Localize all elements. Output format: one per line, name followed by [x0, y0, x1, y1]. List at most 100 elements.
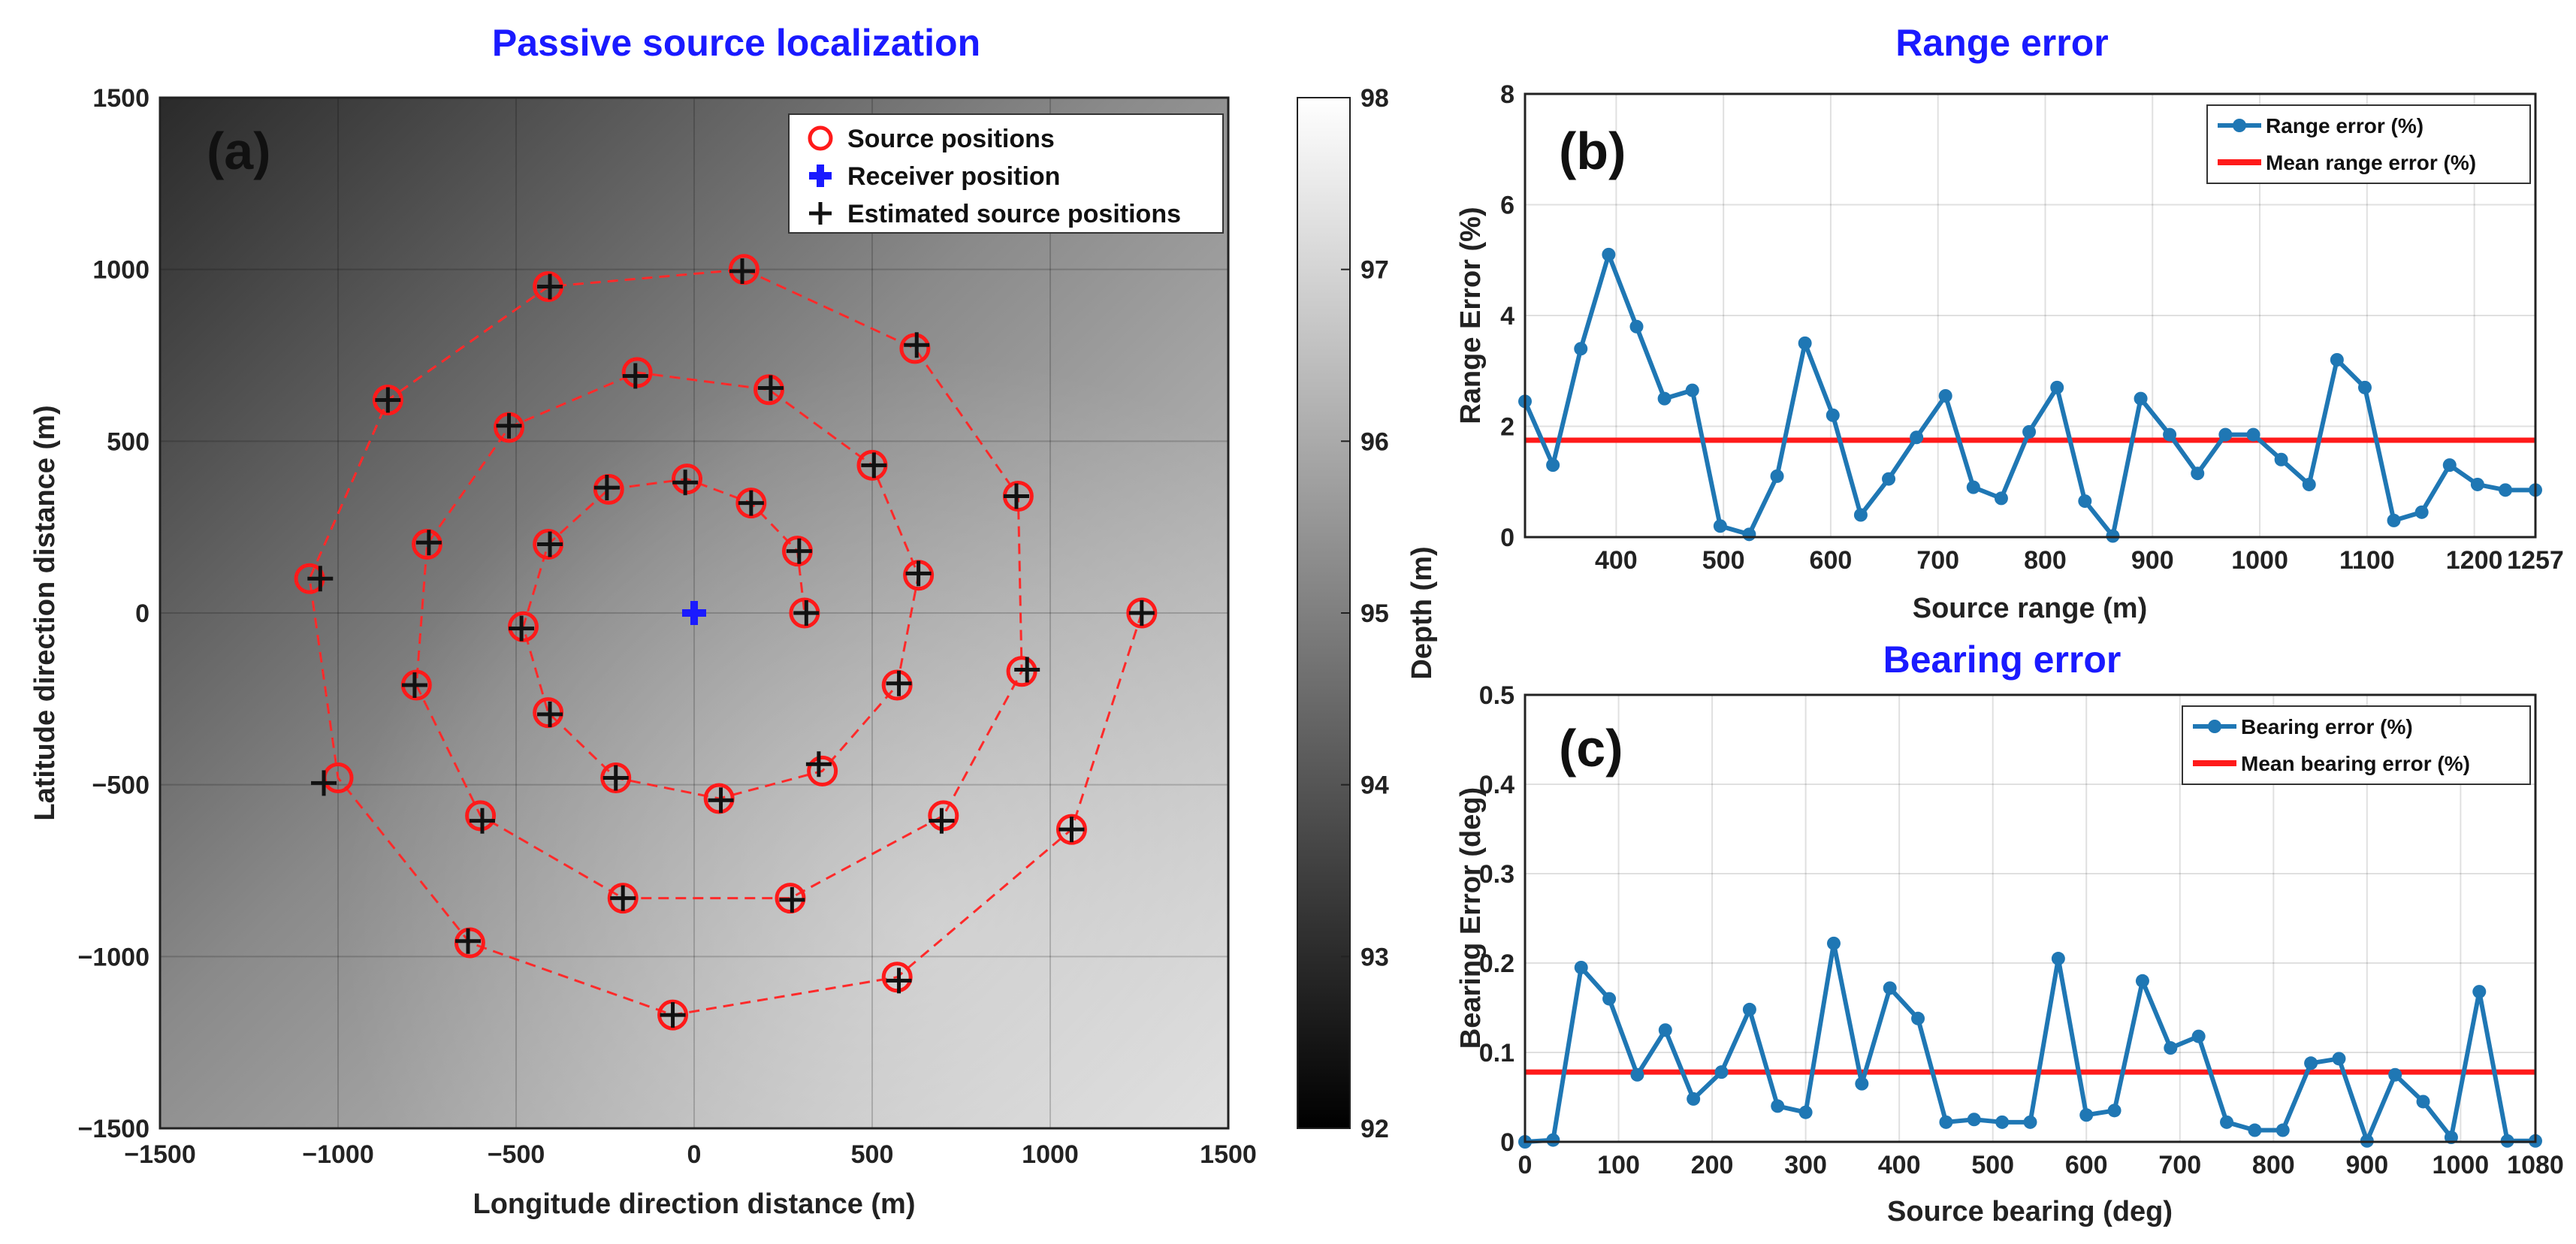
error-data-point — [2274, 452, 2288, 466]
error-data-point — [2079, 1108, 2094, 1122]
y-tick-label: 0 — [1500, 524, 1514, 552]
panel-c-title: Bearing error — [1883, 639, 2122, 681]
x-tick-label: 500 — [1702, 546, 1745, 575]
legend-source-label: Source positions — [847, 125, 1055, 153]
error-data-point — [2388, 1067, 2402, 1082]
panel-c-legend-box — [2182, 705, 2531, 785]
estimated-position-marker — [375, 387, 401, 413]
error-data-point — [2191, 1029, 2206, 1043]
x-tick-label: 500 — [851, 1140, 894, 1169]
error-data-point — [1966, 480, 1980, 494]
error-data-point — [1742, 1002, 1756, 1016]
estimated-position-marker — [793, 600, 820, 626]
error-data-point — [1602, 992, 1617, 1006]
estimated-position-marker — [1014, 657, 1040, 683]
x-tick-label: 400 — [1595, 546, 1638, 575]
error-data-point — [1826, 936, 1841, 950]
error-data-point — [2304, 1056, 2318, 1070]
y-tick-label: 0.1 — [1479, 1039, 1514, 1067]
panel-c-legend: Bearing error (%) Mean bearing error (%) — [2182, 705, 2531, 785]
x-tick-label: 1200 — [2446, 546, 2503, 575]
error-data-point — [1995, 1115, 2010, 1129]
x-tick-label: 800 — [2252, 1151, 2295, 1179]
legend-range-marker — [2233, 119, 2246, 132]
estimated-position-marker — [311, 770, 337, 796]
estimated-position-marker — [660, 1002, 686, 1028]
estimated-position-marker — [537, 273, 563, 300]
y-tick-label: 0.3 — [1479, 860, 1514, 889]
colorbar-tick-label: 96 — [1360, 427, 1389, 456]
error-data-point — [2387, 513, 2401, 527]
error-data-point — [1938, 388, 1952, 403]
error-data-point — [2442, 458, 2457, 473]
y-tick-label: 1000 — [92, 256, 149, 285]
panel-b-title: Range error — [1895, 22, 2108, 64]
x-tick-label: 0 — [687, 1140, 702, 1169]
error-data-point — [2248, 1123, 2262, 1137]
colorbar-tick-label: 94 — [1360, 771, 1389, 800]
error-data-point — [1855, 1076, 1869, 1091]
y-tick-label: 2 — [1500, 413, 1514, 442]
source-markers — [294, 254, 1158, 1031]
error-data-point — [1574, 960, 1588, 974]
panel-a-frame — [159, 96, 1230, 1130]
panel-b-label: (b) — [1559, 122, 1626, 180]
y-tick-label: 0 — [1500, 1128, 1514, 1157]
panel-b-frame — [1524, 92, 2537, 539]
y-tick-label: −500 — [92, 771, 149, 800]
panel-b-range-error: Range error 400 500 600 700 800 900 1000 1100 12… — [1455, 22, 2564, 624]
error-data-point — [2022, 424, 2037, 439]
error-data-point — [1798, 336, 1812, 350]
error-data-point — [2163, 427, 2177, 442]
estimated-position-marker — [886, 670, 912, 696]
x-tick-label: 500 — [1971, 1151, 2014, 1179]
y-tick-label: 4 — [1500, 302, 1514, 331]
panel-a-legend: Source positions Receiver position Estim… — [788, 113, 1224, 234]
x-tick-label: 1100 — [2339, 546, 2395, 575]
panel-b-legend-box — [2206, 104, 2531, 184]
error-data-point — [1657, 391, 1672, 406]
error-data-point — [1770, 469, 1784, 483]
receiver-position-marker — [682, 601, 706, 625]
error-data-point — [1602, 247, 1616, 261]
legend-range-label: Range error (%) — [2266, 114, 2423, 137]
y-tick-label: 500 — [107, 427, 149, 456]
y-tick-label: 6 — [1500, 192, 1514, 220]
estimated-position-marker — [905, 560, 932, 587]
x-tick-label: 0 — [1518, 1151, 1533, 1179]
error-data-point — [1826, 408, 1840, 422]
estimated-position-marker — [672, 470, 699, 496]
x-tick-label: 1000 — [2231, 546, 2288, 575]
estimated-position-marker — [729, 258, 755, 284]
estimated-position-marker — [509, 615, 535, 642]
error-data-point — [1882, 472, 1896, 486]
estimated-position-marker — [708, 787, 734, 814]
y-tick-label: 0 — [135, 599, 149, 628]
x-tick-label: 900 — [2345, 1151, 2388, 1179]
y-tick-label: 1500 — [92, 84, 149, 113]
colorbar-label: Depth (m) — [1406, 546, 1438, 679]
error-data-point — [2302, 477, 2316, 491]
x-tick-label: 100 — [1597, 1151, 1640, 1179]
x-tick-label: 400 — [1878, 1151, 1921, 1179]
estimated-position-marker — [738, 490, 764, 516]
error-data-point — [2107, 1104, 2122, 1118]
colorbar-tick-label: 92 — [1360, 1115, 1389, 1143]
estimated-position-marker — [929, 808, 955, 834]
source-position-marker — [807, 755, 838, 787]
legend-estimated-label: Estimated source positions — [847, 200, 1181, 228]
panel-b-legend: Range error (%) Mean range error (%) — [2206, 104, 2531, 184]
error-data-point — [1853, 508, 1868, 522]
source-position-marker — [1126, 597, 1158, 629]
error-data-point — [2414, 505, 2429, 519]
error-data-point — [1546, 1133, 1560, 1147]
source-position-marker — [1055, 814, 1087, 845]
panel-a-xlabel: Longitude direction distance (m) — [473, 1188, 915, 1220]
error-data-point — [2191, 466, 2205, 481]
error-data-point — [1910, 430, 1924, 445]
x-tick-label: −500 — [488, 1140, 545, 1169]
error-data-point — [1713, 519, 1727, 533]
x-tick-label: 600 — [1810, 546, 1853, 575]
estimated-position-marker — [861, 452, 887, 479]
